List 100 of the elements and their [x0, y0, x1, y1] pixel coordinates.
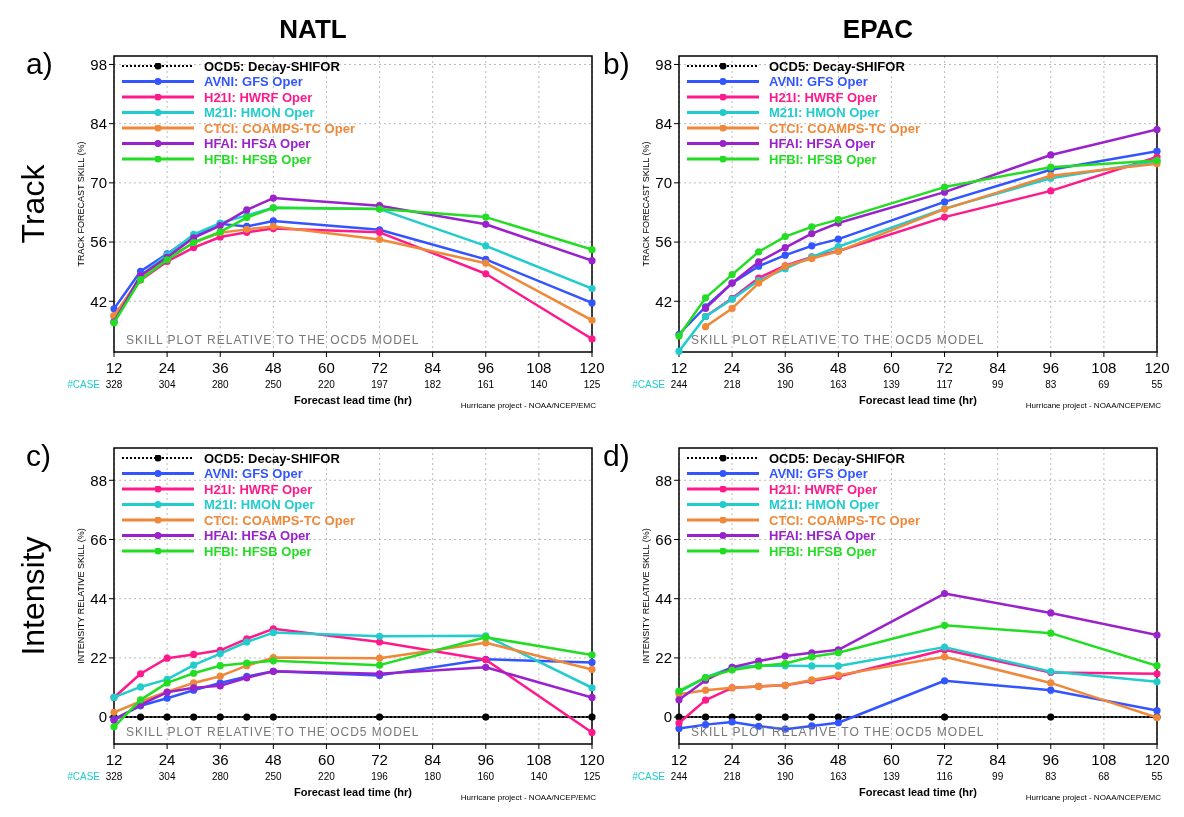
- point: [940, 589, 949, 598]
- text: 250: [264, 771, 283, 782]
- y-tick-label: 44: [655, 589, 672, 607]
- text: Hurricane project - NOAA/NCEP/EMC: [1025, 401, 1162, 410]
- point: [588, 713, 596, 721]
- y-tick-label: 70: [90, 174, 107, 192]
- point: [808, 242, 816, 250]
- point: [482, 220, 490, 228]
- x-tick-label: 108: [526, 359, 552, 376]
- y-tick-label: 98: [655, 55, 672, 73]
- text: 197: [371, 379, 389, 390]
- text: 163: [829, 771, 848, 782]
- text: HFAI: HFSA Oper: [204, 528, 311, 544]
- point: [940, 183, 949, 191]
- text: OCD5: Decay-SHIFOR: [769, 450, 906, 466]
- x-tick-label: 48: [264, 751, 282, 768]
- point: [110, 708, 118, 716]
- text: CTCI: COAMPS-TC Oper: [204, 120, 355, 136]
- text: CTCI: COAMPS-TC Oper: [204, 512, 355, 528]
- text: M21I: HMON Oper: [769, 497, 880, 513]
- point: [834, 662, 842, 670]
- point: [588, 299, 596, 307]
- point: [755, 248, 763, 256]
- point: [1153, 662, 1161, 670]
- text: 161: [477, 379, 495, 390]
- text: 190: [776, 379, 794, 390]
- point: [728, 271, 736, 279]
- text: 160: [477, 771, 495, 782]
- point: [190, 713, 198, 721]
- text: 250: [264, 379, 283, 390]
- text: d): [603, 439, 630, 472]
- text: 244: [670, 771, 688, 782]
- point: [675, 347, 683, 355]
- text: Hurricane project - NOAA/NCEP/EMC: [460, 401, 597, 410]
- x-tick-label: 12: [105, 359, 123, 376]
- y-axis-title: INTENSITY RELATIVE SKILL (%): [641, 528, 651, 664]
- x-tick-label: 36: [211, 751, 229, 768]
- text: 68: [1098, 771, 1110, 782]
- text: 328: [105, 771, 123, 782]
- point: [375, 235, 384, 244]
- text: HFBI: HFSB Oper: [769, 151, 877, 167]
- text: b): [603, 47, 630, 80]
- point: [588, 728, 596, 737]
- point: [1153, 670, 1161, 678]
- text: CTCI: COAMPS-TC Oper: [769, 120, 920, 136]
- x-tick-label: 120: [579, 751, 605, 768]
- x-tick-label: 24: [723, 751, 741, 768]
- y-tick-label: 0: [663, 708, 672, 726]
- point: [1047, 151, 1055, 159]
- text: Hurricane project - NOAA/NCEP/EMC: [1025, 793, 1162, 802]
- point: [243, 206, 251, 214]
- text: #CASE: [67, 771, 101, 782]
- y-tick-label: 56: [655, 233, 672, 251]
- x-tick-label: 12: [670, 751, 688, 768]
- point: [216, 713, 224, 721]
- point: [243, 713, 251, 721]
- point: [701, 686, 710, 694]
- text: 139: [883, 379, 901, 390]
- point: [1153, 707, 1161, 715]
- point: [482, 270, 490, 278]
- y-tick-label: 22: [90, 649, 107, 667]
- x-tick-label: 72: [936, 359, 953, 376]
- point: [755, 713, 763, 721]
- point: [163, 679, 171, 687]
- x-tick-label: 96: [477, 751, 495, 768]
- y-tick-label: 56: [90, 233, 107, 251]
- point: [808, 223, 816, 231]
- text: 218: [723, 379, 741, 390]
- point: [940, 621, 949, 629]
- point: [482, 242, 490, 250]
- y-tick-label: 84: [90, 114, 107, 132]
- y-tick-label: 42: [90, 292, 107, 310]
- x-tick-label: 36: [211, 359, 229, 376]
- text: 182: [424, 379, 442, 390]
- point: [728, 304, 736, 313]
- point: [728, 718, 736, 726]
- point: [701, 713, 710, 721]
- text: #CASE: [632, 379, 666, 390]
- x-tick-label: 72: [371, 359, 388, 376]
- point: [136, 683, 145, 691]
- text: 163: [829, 379, 848, 390]
- point: [781, 243, 789, 252]
- point: [588, 246, 596, 254]
- point: [1153, 678, 1161, 686]
- point: [1047, 609, 1055, 617]
- point: [588, 665, 596, 674]
- text: 83: [1045, 379, 1057, 390]
- x-tick-label: 12: [105, 751, 123, 768]
- text: HFBI: HFSB Oper: [204, 151, 312, 167]
- text: 218: [723, 771, 741, 782]
- point: [588, 651, 596, 659]
- text: HFBI: HFSB Oper: [204, 543, 312, 559]
- text: 180: [424, 771, 442, 782]
- point: [216, 649, 224, 658]
- text: 220: [318, 771, 336, 782]
- y-axis-title: TRACK FORECAST SKILL (%): [641, 141, 651, 267]
- y-tick-label: 42: [655, 292, 672, 310]
- chart-title: EPAC: [842, 14, 914, 44]
- text: 220: [318, 379, 336, 390]
- point: [216, 662, 224, 670]
